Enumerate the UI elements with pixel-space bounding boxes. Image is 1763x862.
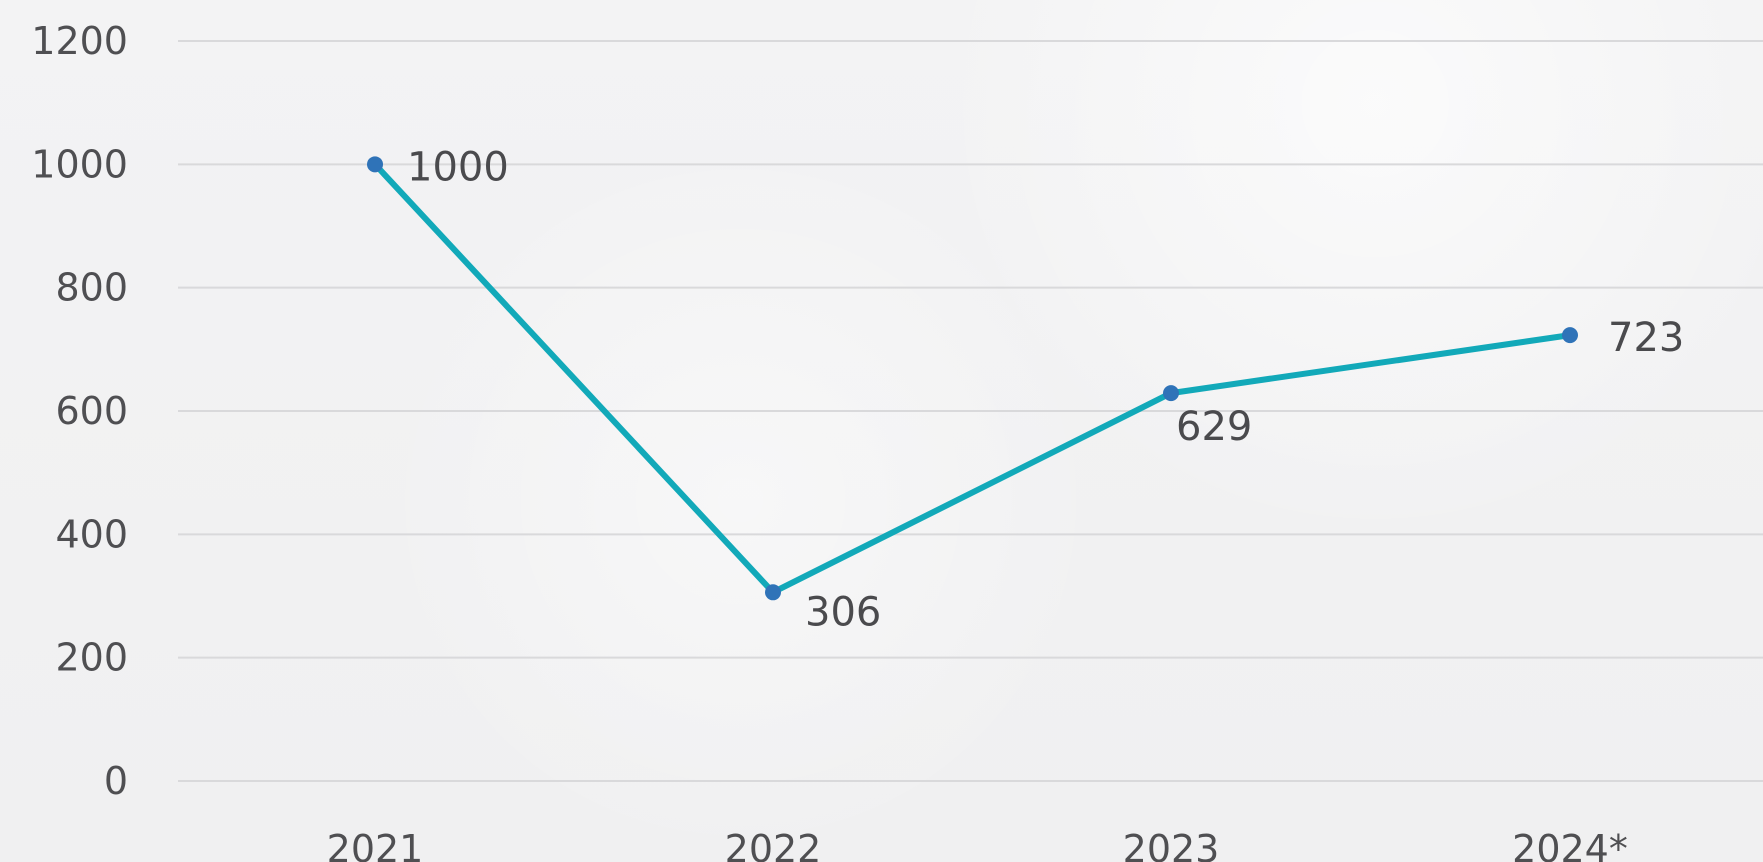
y-tick-label-0: 0 <box>104 759 128 803</box>
y-tick-label-400: 400 <box>55 512 128 556</box>
y-tick-label-1000: 1000 <box>31 142 128 186</box>
data-point-2022 <box>765 584 781 601</box>
data-label-2022: 306 <box>805 589 881 635</box>
y-tick-label-600: 600 <box>55 389 128 433</box>
y-tick-label-1200: 1200 <box>31 19 128 63</box>
data-point-2024* <box>1562 327 1578 344</box>
x-tick-label-2: 2022 <box>725 827 822 862</box>
x-tick-label-3: 2023 <box>1123 827 1220 862</box>
data-point-2021 <box>367 156 383 173</box>
data-label-2024*: 723 <box>1608 315 1684 361</box>
series-line <box>372 161 1573 596</box>
data-point-2023 <box>1163 385 1179 402</box>
x-tick-label-1: 2021 <box>327 827 424 862</box>
x-tick-label-4: 2024* <box>1512 827 1628 862</box>
y-tick-label-800: 800 <box>55 266 128 310</box>
y-tick-label-200: 200 <box>55 636 128 680</box>
data-label-2023: 629 <box>1176 404 1252 450</box>
data-label-2021: 1000 <box>407 144 509 190</box>
